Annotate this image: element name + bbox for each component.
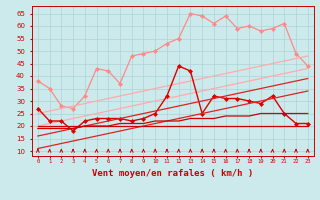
X-axis label: Vent moyen/en rafales ( km/h ): Vent moyen/en rafales ( km/h ) xyxy=(92,169,253,178)
